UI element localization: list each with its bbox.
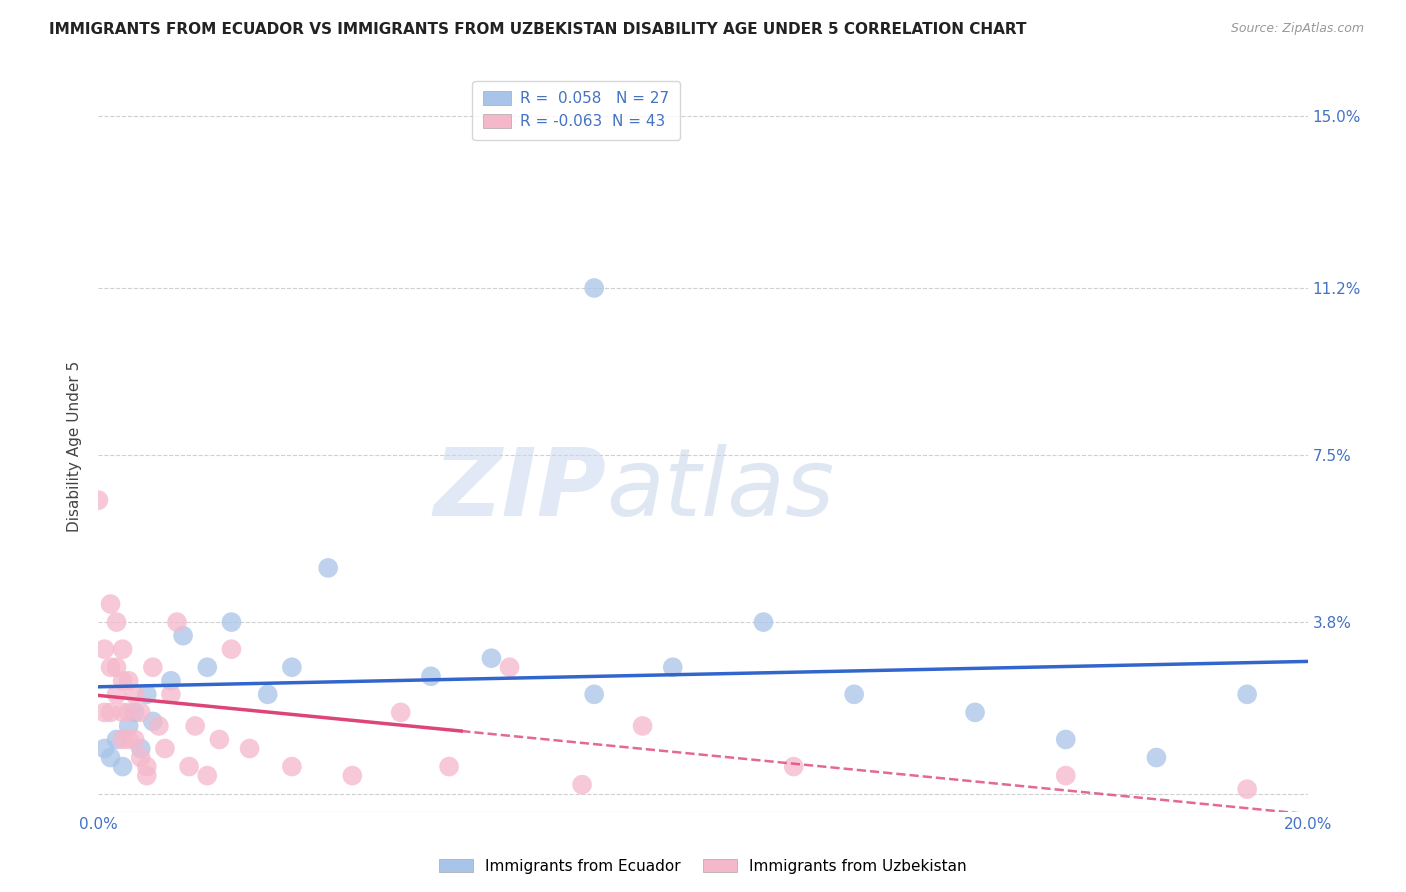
- Point: [571, 778, 593, 792]
- Point: [583, 687, 606, 701]
- Point: [661, 660, 683, 674]
- Point: [281, 759, 304, 773]
- Point: [105, 615, 128, 629]
- Point: [239, 741, 262, 756]
- Point: [124, 706, 146, 720]
- Point: [124, 687, 146, 701]
- Point: [93, 642, 115, 657]
- Point: [129, 750, 152, 764]
- Point: [111, 673, 134, 688]
- Point: [93, 741, 115, 756]
- Point: [437, 759, 460, 773]
- Point: [135, 769, 157, 783]
- Point: [111, 706, 134, 720]
- Point: [118, 732, 141, 747]
- Point: [221, 615, 243, 629]
- Point: [498, 660, 520, 674]
- Point: [100, 660, 122, 674]
- Point: [481, 651, 503, 665]
- Point: [256, 687, 278, 701]
- Point: [281, 660, 304, 674]
- Text: Source: ZipAtlas.com: Source: ZipAtlas.com: [1230, 22, 1364, 36]
- Point: [1236, 687, 1258, 701]
- Point: [100, 750, 122, 764]
- Point: [142, 660, 165, 674]
- Point: [389, 706, 412, 720]
- Point: [184, 719, 207, 733]
- Y-axis label: Disability Age Under 5: Disability Age Under 5: [67, 360, 83, 532]
- Point: [93, 706, 115, 720]
- Point: [1054, 769, 1077, 783]
- Point: [118, 706, 141, 720]
- Point: [105, 687, 128, 701]
- Point: [783, 759, 806, 773]
- Point: [1144, 750, 1167, 764]
- Point: [195, 660, 218, 674]
- Point: [111, 759, 134, 773]
- Point: [342, 769, 364, 783]
- Point: [1236, 782, 1258, 797]
- Point: [195, 769, 218, 783]
- Point: [208, 732, 231, 747]
- Point: [124, 732, 146, 747]
- Point: [166, 615, 188, 629]
- Point: [583, 281, 606, 295]
- Point: [105, 732, 128, 747]
- Point: [965, 706, 987, 720]
- Point: [160, 687, 183, 701]
- Point: [179, 759, 201, 773]
- Point: [752, 615, 775, 629]
- Legend: Immigrants from Ecuador, Immigrants from Uzbekistan: Immigrants from Ecuador, Immigrants from…: [433, 853, 973, 880]
- Point: [111, 642, 134, 657]
- Point: [172, 629, 194, 643]
- Point: [87, 493, 110, 508]
- Point: [844, 687, 866, 701]
- Point: [316, 561, 339, 575]
- Text: atlas: atlas: [606, 444, 835, 535]
- Point: [420, 669, 443, 683]
- Point: [135, 759, 157, 773]
- Legend: R =  0.058   N = 27, R = -0.063  N = 43: R = 0.058 N = 27, R = -0.063 N = 43: [472, 80, 679, 140]
- Point: [142, 714, 165, 729]
- Point: [100, 706, 122, 720]
- Point: [111, 732, 134, 747]
- Text: IMMIGRANTS FROM ECUADOR VS IMMIGRANTS FROM UZBEKISTAN DISABILITY AGE UNDER 5 COR: IMMIGRANTS FROM ECUADOR VS IMMIGRANTS FR…: [49, 22, 1026, 37]
- Point: [118, 673, 141, 688]
- Point: [1054, 732, 1077, 747]
- Point: [160, 673, 183, 688]
- Point: [118, 719, 141, 733]
- Point: [129, 741, 152, 756]
- Text: ZIP: ZIP: [433, 444, 606, 536]
- Point: [129, 706, 152, 720]
- Point: [135, 687, 157, 701]
- Point: [148, 719, 170, 733]
- Point: [105, 660, 128, 674]
- Point: [153, 741, 176, 756]
- Point: [221, 642, 243, 657]
- Point: [100, 597, 122, 611]
- Point: [631, 719, 654, 733]
